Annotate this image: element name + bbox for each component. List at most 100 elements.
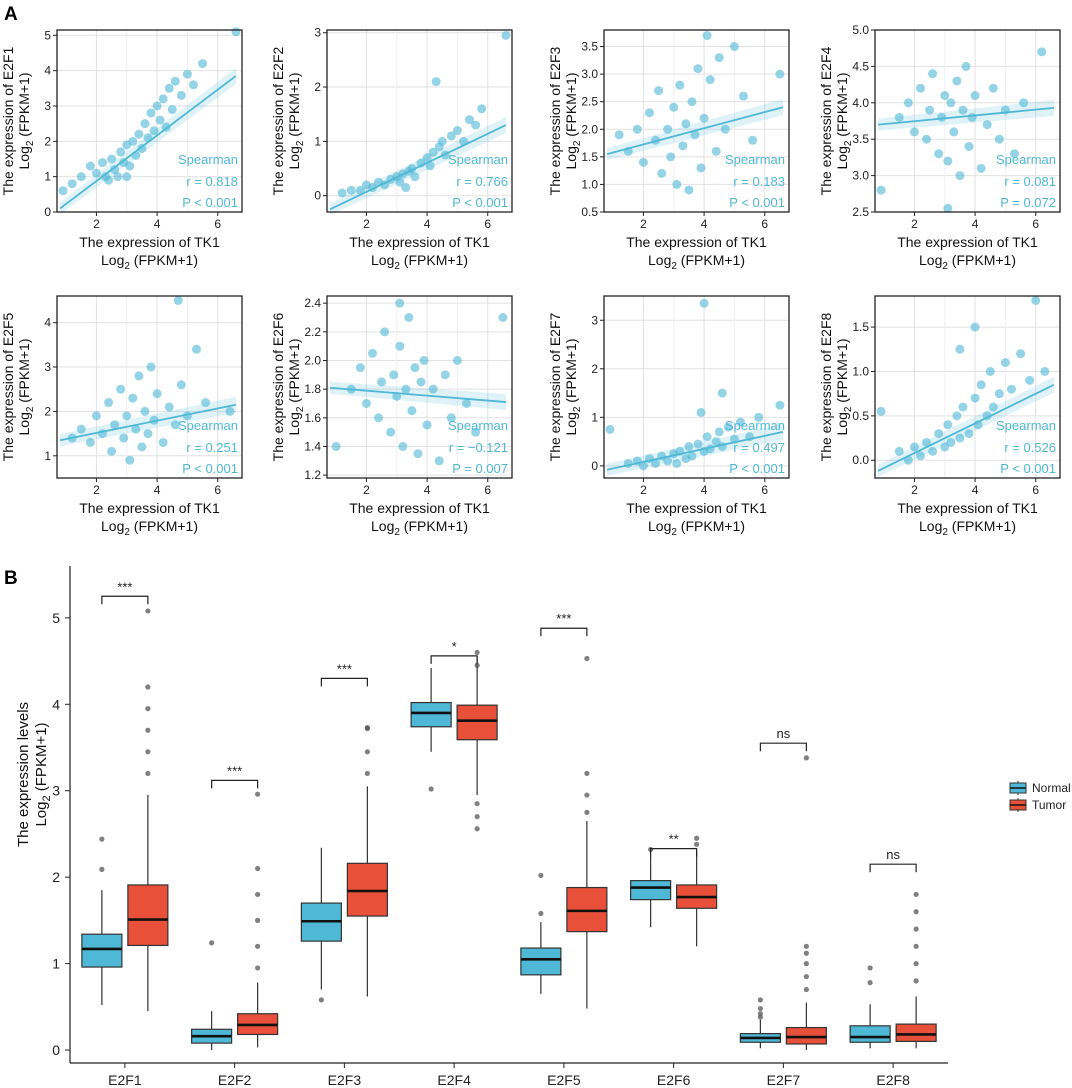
outlier-point — [694, 841, 700, 847]
data-point — [471, 120, 481, 130]
data-point — [91, 411, 101, 421]
method-label: Spearman — [725, 152, 785, 167]
box-tumor — [127, 884, 169, 947]
data-point — [696, 407, 706, 417]
x-tick-label: 6 — [214, 217, 221, 231]
box-normal — [81, 933, 123, 968]
y-axis-unit-suffix: (FPKM+1) — [834, 339, 850, 407]
y-tick-label: 2.0 — [581, 122, 598, 136]
regression-line — [606, 106, 784, 155]
significance-bracket — [650, 848, 698, 857]
method-label: Spearman — [996, 418, 1056, 433]
x-axis-unit-sub: 2 — [671, 527, 677, 538]
significance-label: *** — [227, 763, 242, 778]
data-point — [1006, 384, 1016, 394]
data-point — [632, 124, 642, 134]
data-point — [982, 120, 992, 130]
data-point — [894, 112, 904, 122]
data-point — [67, 179, 77, 189]
data-point — [739, 91, 749, 101]
data-point — [107, 154, 117, 164]
data-point — [717, 388, 727, 398]
data-point — [452, 355, 462, 365]
y-axis-unit: Log2 (FPKM+1) — [834, 339, 854, 436]
box-normal — [520, 947, 562, 976]
data-point — [925, 105, 935, 115]
data-point — [128, 393, 138, 403]
data-point — [702, 31, 712, 41]
y-axis-unit: Log2 (FPKM+1) — [286, 73, 306, 170]
y-axis-unit-suffix: (FPKM+1) — [834, 73, 850, 141]
regression-line — [59, 403, 237, 442]
y-tick-label: 3 — [52, 783, 60, 799]
box-group-e2f8: E2F8 ns — [849, 847, 937, 1088]
data-point — [654, 86, 664, 96]
outlier-point — [209, 940, 215, 946]
data-point — [1025, 375, 1035, 385]
data-point — [711, 146, 721, 156]
y-axis-title: The expression of E2F1 — [0, 46, 16, 195]
y-tick-label: 1 — [52, 956, 60, 972]
data-point — [452, 126, 462, 136]
data-point — [119, 433, 129, 443]
y-tick-label: 2.0 — [304, 353, 321, 367]
plot-frame — [56, 295, 243, 479]
x-axis-unit-sub: 2 — [942, 261, 948, 272]
x-axis-unit: Log2 (FPKM+1) — [919, 252, 1016, 272]
y-axis-title: The expression of E2F8 — [818, 312, 834, 461]
x-axis-unit-sub: 2 — [942, 527, 948, 538]
data-point — [428, 147, 438, 157]
outlier-point — [145, 608, 151, 614]
data-point — [410, 172, 420, 182]
outlier-point — [145, 749, 151, 755]
data-point — [705, 75, 715, 85]
x-axis-unit-suffix: (FPKM+1) — [948, 252, 1016, 268]
data-point — [85, 161, 95, 171]
outlier-point — [757, 997, 763, 1003]
data-point — [367, 348, 377, 358]
y-tick-label: 2 — [44, 134, 51, 148]
data-point — [380, 327, 390, 337]
x-tick-label: E2F7 — [767, 1072, 801, 1088]
legend-label-tumor: Tumor — [1032, 798, 1066, 812]
regression-line — [329, 124, 507, 211]
y-tick-label: 1.5 — [581, 150, 598, 164]
x-axis-unit-suffix: (FPKM+1) — [130, 252, 198, 268]
outlier-point — [803, 755, 809, 761]
y-tick-label: 4 — [44, 316, 51, 330]
y-tick-label: 0 — [591, 459, 598, 473]
x-axis-unit: Log2 (FPKM+1) — [648, 252, 745, 272]
data-point — [675, 80, 685, 90]
x-axis-unit-suffix: (FPKM+1) — [400, 518, 468, 534]
significance-label: *** — [337, 661, 352, 676]
significance-bracket — [211, 779, 259, 789]
x-tick-label: 6 — [1032, 217, 1039, 231]
data-point — [967, 112, 977, 122]
data-point — [188, 80, 198, 90]
y-tick-label: 1.4 — [304, 439, 321, 453]
y-tick-label: 2.5 — [581, 95, 598, 109]
data-point — [128, 136, 138, 146]
data-point — [182, 69, 192, 79]
outlier-point — [803, 961, 809, 967]
y-axis-unit-sub: 2 — [295, 140, 306, 146]
data-point — [644, 108, 654, 118]
data-point — [113, 172, 123, 182]
scatter-plot-e2f7: 2 4 6 0 1 2 3 Spearman r = 0.497 P < 0.001 The exp… — [547, 295, 790, 538]
data-point — [164, 402, 174, 412]
data-point — [401, 183, 411, 193]
r-value: r = 0.081 — [1004, 174, 1056, 189]
data-point — [876, 185, 886, 195]
method-label: Spearman — [996, 152, 1056, 167]
y-tick-label: 4.5 — [852, 59, 869, 73]
data-point — [107, 446, 117, 456]
data-point — [638, 461, 648, 471]
data-point — [152, 389, 162, 399]
data-point — [693, 64, 703, 74]
y-tick-label: 3.0 — [581, 67, 598, 81]
data-point — [158, 94, 168, 104]
box-group-e2f2: E2F2 *** — [191, 763, 279, 1088]
p-value: P < 0.001 — [182, 461, 238, 476]
significance-bracket — [759, 742, 807, 752]
